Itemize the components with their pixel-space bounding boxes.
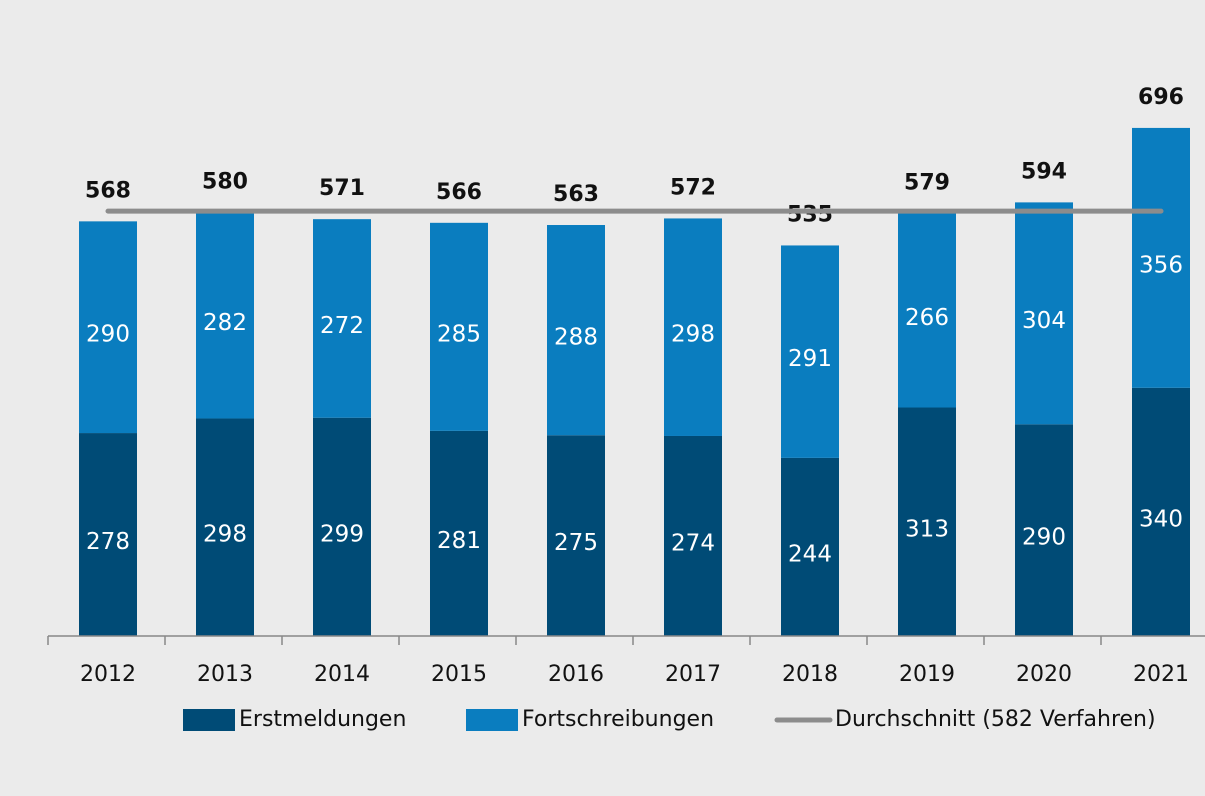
total-label: 572: [670, 175, 716, 200]
segment-label: 272: [320, 313, 364, 339]
segment-label: 281: [437, 528, 481, 554]
bar-segment: [1015, 202, 1073, 425]
segment-label: 298: [671, 322, 715, 348]
legend-swatch: [183, 709, 235, 731]
bar-segment: [79, 433, 137, 636]
total-label: 594: [1021, 159, 1067, 184]
bar-segment: [430, 222, 488, 431]
total-label: 566: [436, 180, 482, 205]
x-tick-label: 2014: [314, 662, 370, 687]
x-tick-label: 2017: [665, 662, 721, 687]
x-tick-label: 2019: [899, 662, 955, 687]
segment-label: 291: [788, 346, 832, 372]
bar-segment: [1015, 424, 1073, 636]
legend-swatch: [466, 709, 518, 731]
bar-segment: [79, 221, 137, 434]
segment-label: 282: [203, 310, 247, 336]
segment-label: 244: [788, 541, 832, 567]
bar-segment: [547, 225, 605, 436]
bar-segment: [547, 435, 605, 636]
segment-label: 290: [1022, 525, 1066, 551]
segment-label: 313: [905, 516, 949, 542]
total-label: 563: [553, 182, 599, 207]
bar-segment: [313, 219, 371, 418]
bar-segment: [1132, 387, 1190, 636]
x-tick-label: 2012: [80, 662, 136, 687]
total-label: 579: [904, 170, 950, 195]
segment-label: 356: [1139, 252, 1183, 278]
x-tick-label: 2020: [1016, 662, 1072, 687]
total-label: 535: [787, 202, 833, 227]
segment-label: 266: [905, 305, 949, 331]
bar-segment: [781, 245, 839, 458]
x-tick-label: 2021: [1133, 662, 1189, 687]
segment-label: 275: [554, 530, 598, 556]
total-label: 696: [1138, 85, 1184, 110]
bar-segment: [196, 418, 254, 636]
segment-label: 340: [1139, 506, 1183, 532]
bar-segment: [313, 417, 371, 636]
bar-segment: [898, 213, 956, 408]
bar-segment: [430, 430, 488, 636]
bar-segment: [664, 435, 722, 636]
bar-segment: [781, 457, 839, 636]
legend-label: Fortschreibungen: [522, 707, 714, 732]
segment-label: 304: [1022, 308, 1066, 334]
segment-label: 290: [86, 322, 130, 348]
segment-label: 274: [671, 530, 715, 556]
bar-segment: [898, 407, 956, 636]
segment-label: 285: [437, 321, 481, 347]
bar-segment: [1132, 127, 1190, 388]
x-tick-label: 2013: [197, 662, 253, 687]
segment-label: 298: [203, 522, 247, 548]
bar-segment: [664, 218, 722, 436]
total-label: 568: [85, 178, 131, 203]
segment-label: 278: [86, 529, 130, 555]
x-tick-label: 2015: [431, 662, 487, 687]
bar-segment: [196, 212, 254, 419]
segment-label: 288: [554, 325, 598, 351]
total-label: 580: [202, 170, 248, 195]
legend-label: Erstmeldungen: [239, 707, 406, 732]
legend-label: Durchschnitt (582 Verfahren): [835, 707, 1156, 732]
total-label: 571: [319, 176, 365, 201]
x-tick-label: 2018: [782, 662, 838, 687]
x-tick-label: 2016: [548, 662, 604, 687]
segment-label: 299: [320, 521, 364, 547]
